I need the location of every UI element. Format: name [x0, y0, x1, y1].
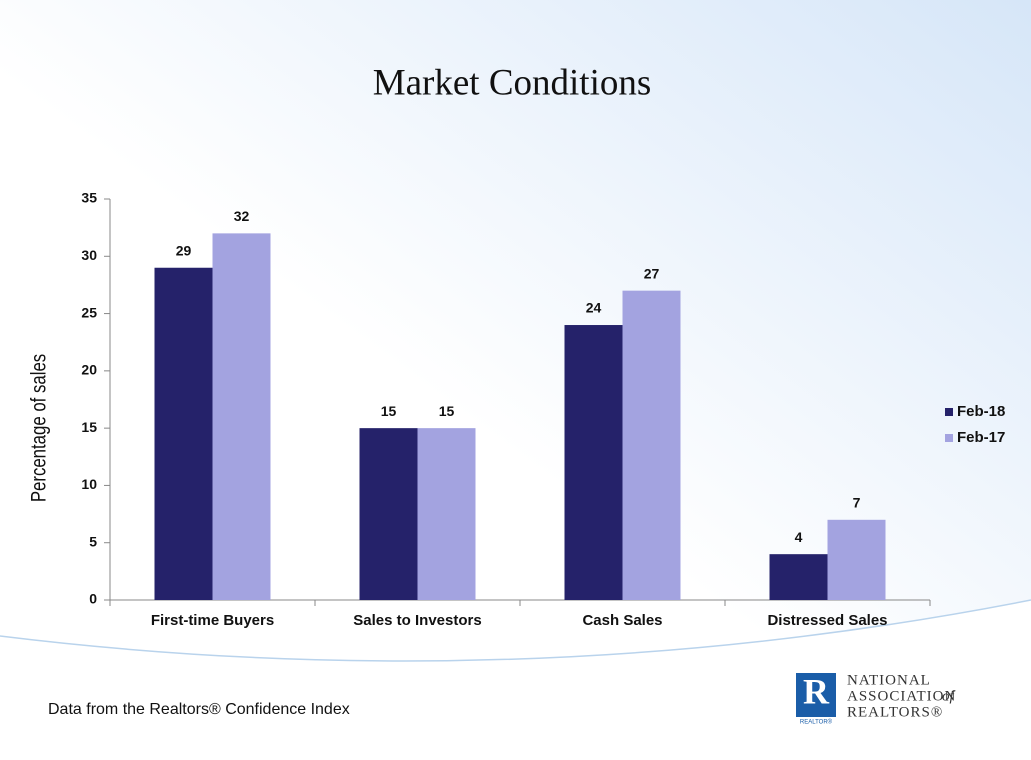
- x-tick-label: Distressed Sales: [767, 612, 887, 629]
- logo-box: [796, 673, 836, 717]
- y-tick-label: 0: [89, 591, 97, 607]
- swoosh-line: [0, 599, 1031, 662]
- logo-text: of: [942, 688, 956, 704]
- y-tick-label: 25: [81, 304, 97, 320]
- legend-swatch: [945, 434, 953, 442]
- logo-text: REALTORS®: [847, 704, 943, 720]
- x-tick-label: Cash Sales: [582, 612, 662, 629]
- value-label: 4: [795, 529, 803, 545]
- bar: [359, 428, 418, 600]
- logo-text: ASSOCIATION: [847, 688, 956, 704]
- value-label: 7: [853, 495, 861, 511]
- y-tick-label: 30: [81, 247, 97, 263]
- bar: [769, 554, 828, 600]
- value-label: 32: [234, 208, 250, 224]
- bar: [827, 519, 886, 600]
- legend-label: Feb-17: [957, 429, 1005, 446]
- y-axis-label: Percentage of sales: [28, 354, 51, 502]
- y-tick-label: 35: [81, 190, 97, 206]
- logo-text: NATIONAL: [847, 672, 931, 688]
- bar: [212, 233, 271, 600]
- y-tick-label: 20: [81, 362, 97, 378]
- logo-mark: R: [803, 671, 830, 711]
- x-tick-label: First-time Buyers: [151, 612, 274, 629]
- x-tick-label: Sales to Investors: [353, 612, 481, 629]
- bar: [417, 428, 476, 600]
- y-tick-label: 10: [81, 476, 97, 492]
- value-label: 29: [176, 242, 192, 258]
- value-label: 15: [381, 403, 397, 419]
- value-label: 24: [586, 300, 602, 316]
- legend-swatch: [945, 408, 953, 416]
- y-tick-label: 15: [81, 419, 97, 435]
- chart-title: Market Conditions: [373, 62, 652, 103]
- swoosh: [0, 600, 1031, 760]
- value-label: 27: [644, 265, 660, 281]
- bar: [622, 290, 681, 600]
- bar: [564, 325, 623, 600]
- y-tick-label: 5: [89, 533, 97, 549]
- footer: Data from the Realtors® Confidence Index: [48, 701, 350, 718]
- value-label: 15: [439, 403, 455, 419]
- legend-label: Feb-18: [957, 403, 1005, 420]
- logo-caption: REALTOR®: [800, 719, 833, 726]
- bar: [154, 267, 213, 600]
